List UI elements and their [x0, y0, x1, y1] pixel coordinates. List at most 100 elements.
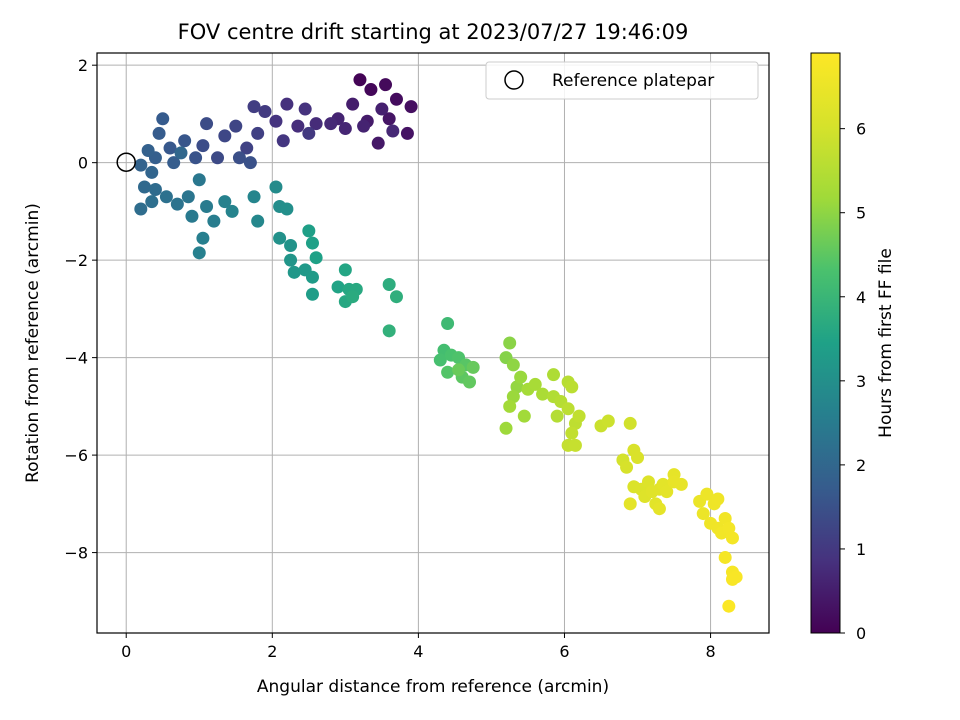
data-point [565, 380, 579, 394]
data-point [718, 550, 732, 564]
y-axis-ticks: 2 0 −2 −4 −6 −8 [64, 56, 97, 563]
data-point [620, 460, 634, 474]
data-point [156, 112, 170, 126]
data-point [240, 141, 254, 155]
data-point [196, 139, 210, 153]
y-tick-label: −6 [64, 446, 88, 465]
colorbar-gradient [810, 52, 841, 634]
data-point [225, 204, 239, 218]
colorbar: 0 1 2 3 4 5 6 Hours from first FF file [810, 52, 896, 643]
data-point [247, 100, 261, 114]
data-point [167, 156, 181, 170]
data-point [514, 370, 528, 384]
data-point [152, 126, 166, 140]
data-point [623, 416, 637, 430]
data-point [218, 195, 232, 209]
data-point [269, 114, 283, 128]
data-point [503, 399, 517, 413]
data-point [269, 180, 283, 194]
legend-box [485, 61, 759, 100]
legend-marker [504, 70, 524, 90]
data-point [452, 363, 466, 377]
data-point [466, 360, 480, 374]
x-tick-label: 2 [267, 642, 277, 661]
data-point [382, 324, 396, 338]
data-point [148, 182, 162, 196]
x-tick-label: 0 [121, 642, 131, 661]
data-point [196, 231, 210, 245]
data-point [134, 158, 148, 172]
data-point [364, 83, 378, 97]
data-point [550, 409, 564, 423]
data-point [503, 336, 517, 350]
colorbar-tick-label: 4 [856, 288, 866, 307]
colorbar-tick-label: 5 [856, 204, 866, 223]
x-tick-label: 4 [413, 642, 423, 661]
data-point [145, 195, 159, 209]
data-point [375, 102, 389, 116]
data-point [331, 280, 345, 294]
data-point [134, 202, 148, 216]
data-point [309, 251, 323, 265]
data-point [547, 368, 561, 382]
data-point [229, 119, 243, 133]
data-point [276, 134, 290, 148]
data-point [185, 209, 199, 223]
data-point [346, 97, 360, 111]
data-point [371, 136, 385, 150]
data-point [258, 104, 272, 118]
colorbar-tick-label: 3 [856, 372, 866, 391]
data-point [568, 438, 582, 452]
data-point [141, 143, 155, 157]
colorbar-tick-label: 1 [856, 540, 866, 559]
y-tick-label: −8 [64, 544, 88, 563]
data-point [711, 492, 725, 506]
reference-marker [116, 152, 136, 172]
chart-title: FOV centre drift starting at 2023/07/27 … [178, 20, 689, 44]
data-point [159, 190, 173, 204]
data-point [623, 497, 637, 511]
x-tick-label: 8 [705, 642, 715, 661]
data-point [382, 278, 396, 292]
data-point [572, 409, 586, 423]
data-point [722, 521, 736, 535]
data-point [441, 317, 455, 331]
data-point [722, 599, 736, 613]
data-point [298, 102, 312, 116]
data-point [305, 270, 319, 284]
data-point [284, 253, 298, 267]
data-point [251, 214, 265, 228]
data-point [192, 246, 206, 260]
data-point [284, 239, 298, 253]
data-point [601, 414, 615, 428]
data-point [641, 475, 655, 489]
y-tick-label: −4 [64, 349, 88, 368]
y-tick-label: 2 [78, 56, 88, 75]
data-point [357, 119, 371, 133]
data-point [718, 511, 732, 525]
data-point [631, 451, 645, 465]
colorbar-tick-label: 2 [856, 456, 866, 475]
data-point [305, 236, 319, 250]
data-point [725, 531, 739, 545]
legend: Reference platepar [485, 61, 759, 100]
data-point [382, 112, 396, 126]
plot-frame [96, 52, 770, 634]
data-point [561, 402, 575, 416]
data-point [506, 358, 520, 372]
x-axis-ticks: 0 2 4 6 8 [121, 633, 716, 661]
legend-label: Reference platepar [552, 71, 714, 91]
y-tick-label: −2 [64, 251, 88, 270]
data-point [463, 375, 477, 389]
colorbar-tick-label: 6 [856, 120, 866, 139]
data-point [441, 365, 455, 379]
data-point [170, 197, 184, 211]
data-point [517, 409, 531, 423]
data-point [528, 377, 542, 391]
data-point [696, 507, 710, 521]
data-point [207, 214, 221, 228]
data-point [499, 421, 513, 435]
data-point [386, 124, 400, 138]
data-point [536, 387, 550, 401]
